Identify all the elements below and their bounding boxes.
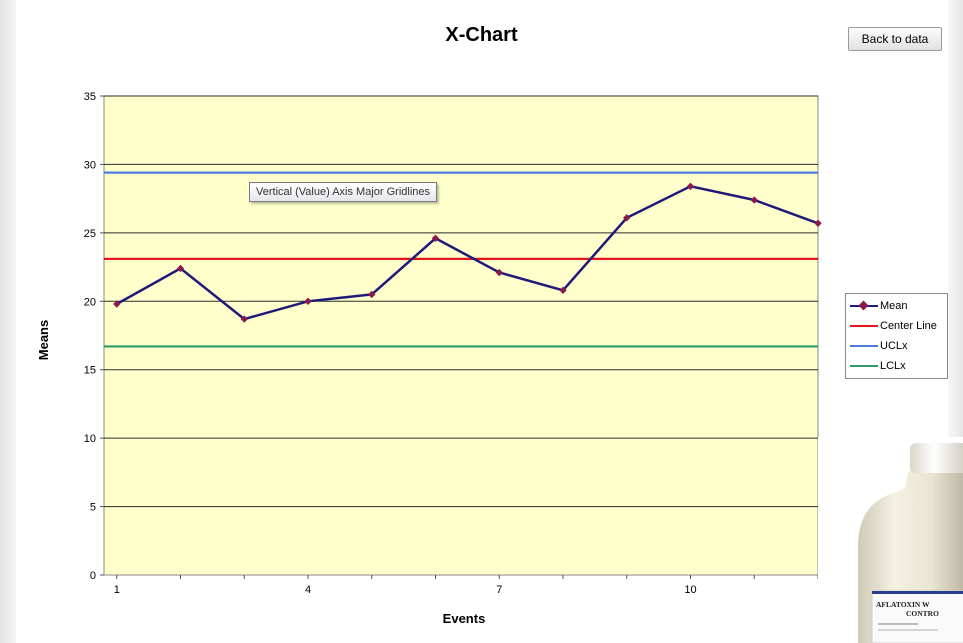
gridlines-tooltip: Vertical (Value) Axis Major Gridlines	[249, 182, 438, 202]
y-tick-label: 20	[84, 296, 96, 308]
x-tick-label: 7	[496, 584, 502, 596]
mean-point[interactable]	[750, 196, 758, 204]
y-axis-title: Means	[36, 320, 51, 360]
x-axis-title: Events	[443, 611, 486, 626]
aflatoxin-bottle-image: AFLATOXIN W CONTRO	[818, 437, 963, 643]
mean-point[interactable]	[686, 182, 695, 191]
mean-point[interactable]	[176, 264, 185, 273]
mean-point[interactable]	[304, 297, 312, 305]
legend-swatch-lclx	[850, 361, 878, 371]
y-tick-label: 10	[84, 433, 96, 445]
legend-swatch-center-line	[850, 321, 878, 331]
legend-label-lclx: LCLx	[880, 360, 906, 372]
y-tick-label: 30	[84, 159, 96, 171]
y-tick-label: 15	[84, 365, 96, 377]
plot-area[interactable]	[103, 95, 819, 576]
y-tick-label: 5	[90, 502, 96, 514]
x-tick-label: 10	[684, 584, 696, 596]
y-tick-labels: 0 5 10 15 20 25 30 35	[84, 91, 104, 582]
y-tick-label: 25	[84, 228, 96, 240]
legend-swatch-uclx	[850, 341, 878, 351]
y-tick-label: 0	[90, 570, 96, 582]
mean-point[interactable]	[368, 290, 376, 299]
series-line-mean[interactable]	[116, 184, 819, 321]
mean-point[interactable]	[240, 315, 248, 323]
mean-point[interactable]	[559, 286, 567, 295]
series-layer	[104, 171, 822, 348]
bottle-label-line-2: CONTRO	[906, 609, 939, 618]
legend-item-lclx: LCLx	[850, 356, 943, 376]
gridlines	[104, 95, 818, 508]
x-tick-labels: 1 4 7 10	[114, 575, 819, 596]
bottle-label-line-1: AFLATOXIN W	[876, 600, 930, 609]
legend-item-uclx: UCLx	[850, 336, 943, 356]
chart-legend[interactable]: Mean Center Line UCLx LCLx	[845, 293, 948, 379]
legend-item-center-line: Center Line	[850, 316, 943, 336]
mean-point[interactable]	[431, 234, 440, 243]
x-tick-label: 4	[305, 584, 311, 596]
mean-point[interactable]	[623, 214, 631, 222]
background-edge-left	[0, 0, 16, 643]
legend-swatch-mean	[850, 300, 878, 311]
back-to-data-button[interactable]: Back to data	[848, 27, 942, 51]
legend-item-mean: Mean	[850, 296, 943, 316]
x-tick-label: 1	[114, 584, 120, 596]
legend-label-mean: Mean	[880, 300, 908, 312]
svg-text:AFLATOXIN W CONTRO: AFLATOXIN W CONTRO	[876, 600, 939, 618]
mean-point[interactable]	[495, 268, 503, 277]
chart-title: X-Chart	[445, 24, 518, 46]
y-tick-label: 35	[84, 91, 96, 103]
legend-label-uclx: UCLx	[880, 340, 908, 352]
legend-label-center-line: Center Line	[880, 320, 937, 332]
mean-point[interactable]	[814, 219, 822, 227]
mean-point[interactable]	[113, 300, 121, 308]
